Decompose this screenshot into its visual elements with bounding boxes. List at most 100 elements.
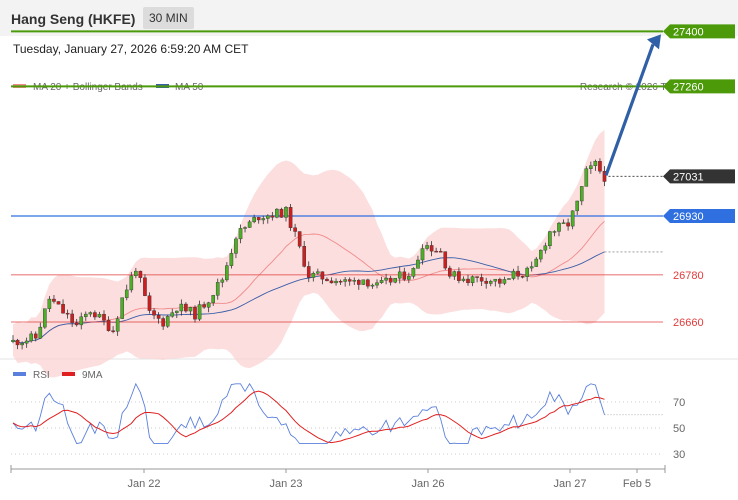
candle-body	[325, 278, 329, 282]
candle-body	[343, 279, 347, 282]
candle-body	[479, 277, 484, 282]
candle-body	[234, 238, 238, 254]
candle-body	[206, 302, 211, 308]
credit-text: Research © 2026 Trading Central	[580, 82, 729, 93]
candle-body	[24, 340, 29, 344]
candle-body	[425, 245, 429, 249]
candle-body	[388, 277, 393, 283]
candle-body	[88, 312, 93, 315]
candle-body	[225, 265, 229, 281]
candle-body	[411, 268, 416, 277]
candle-body	[429, 245, 434, 252]
legend-swatch-9ma	[62, 372, 75, 376]
level-labels: 27400 27260 27031 26930 26780 26660	[663, 24, 735, 329]
legend-swatch-rsi	[13, 372, 26, 376]
candle-body	[302, 246, 307, 267]
level-label: 26930	[673, 211, 704, 223]
candle-body	[38, 326, 43, 339]
candle-body	[120, 297, 124, 319]
candle-body	[448, 267, 452, 277]
arrow-shaft	[604, 43, 655, 176]
legend-ma50: MA 50	[175, 82, 204, 93]
target-arrow	[604, 34, 661, 176]
rsi-tick-label: 50	[673, 423, 685, 435]
candle-body	[279, 208, 284, 218]
candle-body	[256, 217, 261, 221]
candle-body	[361, 279, 366, 285]
candle-body	[338, 280, 343, 283]
candle-body	[79, 316, 84, 326]
candle-body	[520, 276, 525, 278]
chart-header: Hang Seng (HKFE) 30 MIN	[0, 0, 738, 36]
candle-body	[561, 222, 566, 224]
candle-body	[543, 245, 548, 251]
candle-body	[297, 231, 302, 247]
instrument-title: Hang Seng (HKFE)	[11, 11, 136, 27]
candle-body	[552, 231, 557, 233]
candle-body	[293, 227, 297, 232]
candle-body	[511, 270, 516, 279]
candle-body	[584, 168, 589, 187]
candle-body	[311, 273, 316, 278]
time-label: Jan 26	[411, 478, 444, 490]
bollinger-fill	[13, 129, 605, 378]
candle-body	[461, 278, 466, 281]
candle-body	[516, 270, 520, 277]
candle-body	[115, 318, 120, 332]
rsi-tick-label: 30	[673, 449, 685, 461]
candle-body	[15, 339, 20, 346]
candle-body	[557, 222, 561, 232]
candle-body	[384, 277, 388, 281]
candle-body	[575, 200, 579, 212]
candle-body	[243, 227, 247, 229]
candle-body	[56, 301, 61, 305]
candle-body	[379, 280, 384, 283]
candle-body	[138, 270, 143, 278]
candle-body	[498, 278, 502, 284]
level-label: 26660	[673, 317, 704, 329]
candle-body	[397, 271, 402, 279]
candle-body	[357, 279, 361, 285]
candlesticks	[11, 158, 607, 350]
candle-body	[316, 271, 320, 274]
candle-body	[102, 313, 106, 321]
candle-body	[261, 218, 266, 221]
candle-body	[457, 271, 461, 281]
candle-body	[393, 277, 398, 283]
candle-body	[134, 270, 138, 276]
candle-body	[370, 284, 375, 287]
level-label: 27031	[673, 171, 704, 183]
candle-body	[375, 282, 379, 286]
candle-body	[97, 313, 102, 318]
level-label: 27400	[673, 26, 704, 38]
time-label: Jan 23	[269, 478, 302, 490]
candle-body	[570, 210, 575, 227]
candle-body	[74, 322, 79, 326]
candle-body	[534, 258, 539, 267]
candle-body	[179, 303, 184, 312]
interval-button[interactable]: 30 MIN	[143, 7, 194, 29]
candle-body	[47, 298, 52, 309]
candle-body	[452, 271, 457, 277]
candle-body	[525, 267, 529, 277]
candle-body	[170, 312, 175, 317]
candle-body	[407, 276, 411, 280]
candle-body	[156, 315, 161, 319]
candle-body	[52, 298, 56, 302]
legend-ma20: MA 20 + Bollinger Bands	[33, 82, 143, 93]
bollinger-band	[13, 129, 605, 378]
candle-body	[247, 221, 252, 228]
candle-body	[493, 278, 498, 282]
candle-body	[70, 313, 74, 323]
time-label: Jan 27	[553, 478, 586, 490]
candle-body	[288, 207, 293, 228]
candle-body	[579, 186, 584, 202]
level-label: 26780	[673, 270, 704, 282]
key-levels	[11, 30, 663, 323]
candle-body	[266, 215, 270, 219]
candle-body	[211, 295, 216, 303]
candle-body	[488, 280, 493, 284]
candle-body	[174, 310, 179, 313]
candle-body	[220, 279, 225, 283]
candle-body	[124, 289, 129, 298]
